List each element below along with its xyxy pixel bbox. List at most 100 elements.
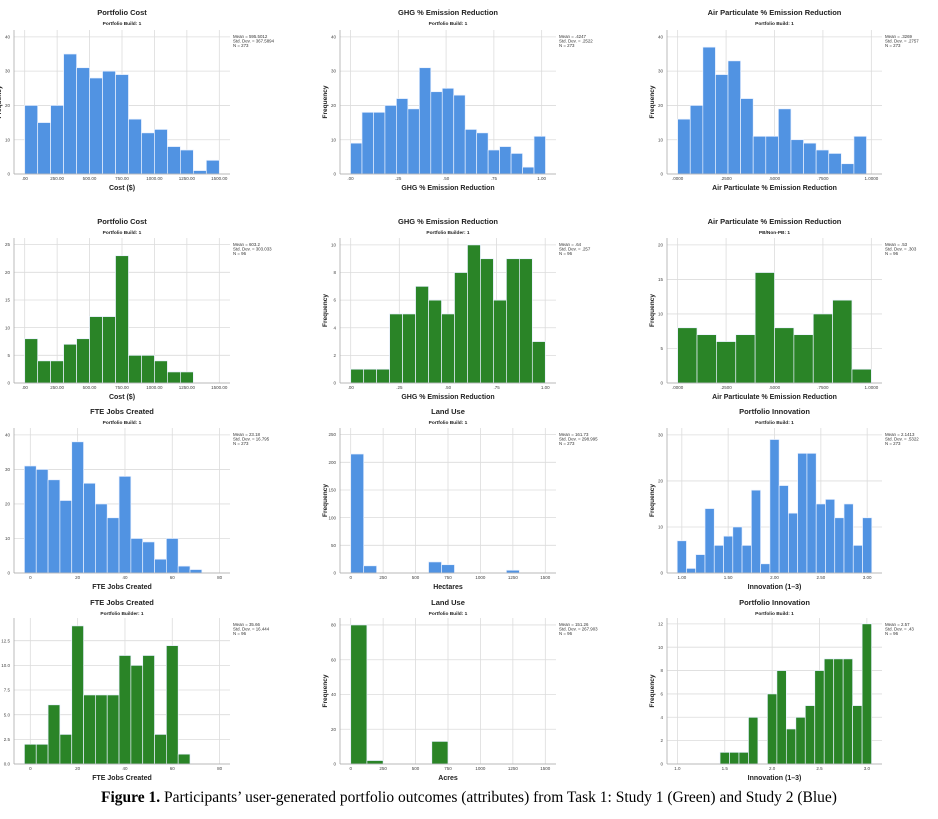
histogram-bar — [833, 658, 844, 765]
histogram-bar — [740, 98, 754, 175]
y-tick-label: 20 — [5, 103, 11, 108]
x-tick-label: .00 — [348, 385, 355, 390]
histogram-bar — [716, 341, 737, 384]
histogram-bar — [430, 91, 443, 175]
y-tick-label: 40 — [331, 692, 337, 697]
y-axis-label: Frequency — [649, 674, 656, 707]
histogram-bar — [193, 170, 207, 175]
histogram-bar — [828, 153, 842, 175]
x-tick-label: 500 — [412, 766, 420, 771]
histogram-bar — [750, 489, 761, 574]
x-tick-label: .00 — [347, 176, 354, 181]
x-tick-label: .00 — [22, 385, 29, 390]
histogram-bar — [752, 135, 767, 175]
histogram-bar — [467, 244, 481, 384]
histogram-bar — [748, 716, 759, 765]
histogram-bar — [154, 734, 167, 765]
x-tick-label: 500.00 — [83, 176, 97, 181]
x-tick-label: 1500.00 — [211, 176, 228, 181]
y-tick-label: 0 — [660, 381, 663, 386]
stats-text: N = 96 — [233, 251, 247, 256]
x-tick-label: 1000 — [475, 575, 486, 580]
figure-caption: Figure 1. Participants’ user-generated p… — [0, 789, 938, 807]
histogram-bar — [464, 129, 478, 175]
histogram-bar — [522, 166, 535, 175]
y-tick-label: 12.5 — [1, 638, 10, 643]
chart-subtitle: Portfolio Build: 1 — [103, 230, 142, 236]
histogram-bar — [361, 111, 374, 175]
histogram-bar — [115, 74, 129, 175]
y-tick-label: 40 — [331, 34, 337, 39]
histogram-bar — [24, 105, 39, 175]
stats-text: Mean = 23.18 — [233, 432, 261, 437]
x-tick-label: .5000 — [769, 176, 781, 181]
x-tick-label: 1.0000 — [864, 385, 878, 390]
y-tick-label: 2 — [333, 353, 336, 358]
x-tick-label: 750 — [444, 575, 452, 580]
x-tick-label: 60 — [170, 766, 176, 771]
histogram-bar — [735, 334, 756, 384]
histogram-bar — [790, 139, 804, 175]
y-axis-label: Frequency — [322, 294, 329, 327]
y-axis-label: Frequency — [322, 85, 329, 118]
y-tick-label: 0 — [333, 571, 336, 576]
histogram-bar — [350, 368, 365, 384]
caption-text: Participants’ user-generated portfolio o… — [160, 789, 837, 806]
histogram-bar — [63, 53, 77, 175]
stats-text: Mean = .64 — [559, 242, 582, 247]
histogram-bar — [785, 728, 797, 765]
x-tick-label: .75 — [491, 176, 498, 181]
stats-text: N = 273 — [885, 43, 901, 48]
histogram-bar — [373, 111, 386, 175]
histogram-bar — [851, 368, 872, 384]
y-tick-label: 40 — [658, 34, 664, 39]
y-tick-label: 30 — [5, 69, 11, 74]
histogram-bar — [732, 526, 743, 574]
histogram-bar — [738, 751, 749, 765]
y-tick-label: 6 — [333, 298, 336, 303]
histogram-bar — [719, 751, 730, 765]
y-tick-label: 10 — [5, 137, 11, 142]
x-tick-label: .25 — [395, 176, 402, 181]
histogram-bar — [441, 313, 455, 384]
chart-subtitle: Portfolio Build: 1 — [103, 21, 142, 27]
x-tick-label: 1.00 — [677, 575, 686, 580]
chart-subtitle: Portfolio Build: 1 — [429, 420, 468, 426]
y-tick-label: 10 — [658, 525, 664, 530]
histogram-bar — [167, 146, 181, 175]
histogram-bar — [154, 360, 168, 384]
x-tick-label: 1500.00 — [211, 385, 228, 390]
chart-title: Land Use — [431, 598, 465, 607]
chart-title: Land Use — [431, 407, 465, 416]
stats-text: Std. Dev. = .2522 — [559, 39, 593, 44]
histogram-bar — [59, 734, 73, 765]
histogram-bar — [177, 565, 191, 574]
y-tick-label: 0 — [333, 762, 336, 767]
histogram-bar — [128, 118, 142, 175]
histogram-bar — [106, 517, 120, 574]
histogram-bar — [396, 98, 409, 175]
histogram-bar — [843, 503, 854, 574]
stats-text: N = 96 — [885, 251, 899, 256]
histogram-bar — [167, 371, 181, 384]
x-axis-label: Innovation (1–3) — [748, 775, 802, 782]
stats-text: N = 273 — [559, 43, 575, 48]
x-tick-label: .25 — [396, 385, 403, 390]
histogram-panel: Portfolio Cost Portfolio Build: 1 0 10 20 30 4… — [0, 8, 275, 192]
histogram-bar — [441, 564, 455, 574]
histogram-bar — [767, 693, 778, 765]
histogram-bar — [128, 354, 142, 384]
y-tick-label: 30 — [5, 467, 11, 472]
histogram-bar — [59, 500, 73, 574]
y-tick-label: 0 — [660, 762, 663, 767]
histogram-bar — [350, 142, 363, 175]
x-axis-label: Acres — [438, 775, 458, 782]
x-tick-label: 1000.00 — [146, 176, 163, 181]
histogram-bar — [71, 441, 84, 574]
stats-text: N = 96 — [885, 631, 899, 636]
histogram-bar — [141, 132, 155, 175]
chart-subtitle: Portfolio Build: 1 — [755, 420, 794, 426]
x-tick-label: .50 — [445, 385, 452, 390]
x-tick-label: .50 — [443, 176, 450, 181]
histogram-bar — [825, 498, 836, 574]
